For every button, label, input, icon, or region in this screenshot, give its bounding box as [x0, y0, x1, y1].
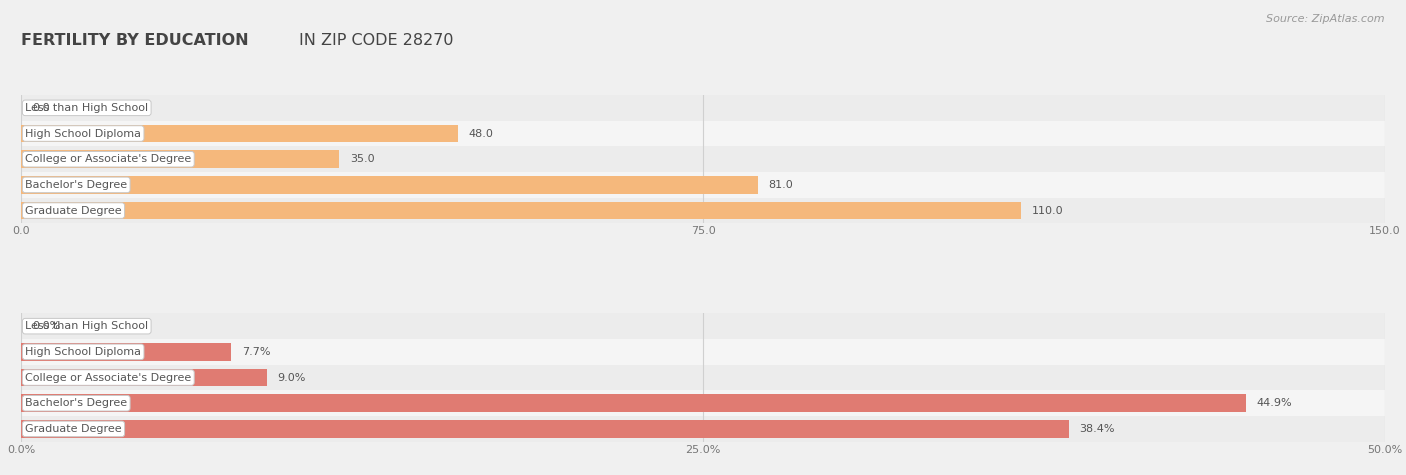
Text: Graduate Degree: Graduate Degree — [25, 206, 122, 216]
Text: Less than High School: Less than High School — [25, 321, 148, 331]
Text: 44.9%: 44.9% — [1257, 398, 1292, 408]
Bar — [21, 395, 1246, 412]
Text: 81.0: 81.0 — [769, 180, 793, 190]
Text: 110.0: 110.0 — [1032, 206, 1064, 216]
FancyBboxPatch shape — [21, 339, 1385, 365]
Text: High School Diploma: High School Diploma — [25, 129, 141, 139]
FancyBboxPatch shape — [21, 146, 1385, 172]
FancyBboxPatch shape — [21, 390, 1385, 416]
Text: 35.0: 35.0 — [350, 154, 375, 164]
Bar — [21, 125, 457, 142]
Bar — [21, 202, 1021, 219]
Bar — [21, 176, 758, 194]
FancyBboxPatch shape — [21, 314, 1385, 339]
Text: College or Associate's Degree: College or Associate's Degree — [25, 154, 191, 164]
Bar — [21, 151, 339, 168]
FancyBboxPatch shape — [21, 365, 1385, 390]
Text: Source: ZipAtlas.com: Source: ZipAtlas.com — [1267, 14, 1385, 24]
Text: Bachelor's Degree: Bachelor's Degree — [25, 180, 128, 190]
FancyBboxPatch shape — [21, 95, 1385, 121]
Bar — [21, 343, 231, 361]
Text: High School Diploma: High School Diploma — [25, 347, 141, 357]
Text: Less than High School: Less than High School — [25, 103, 148, 113]
Text: 38.4%: 38.4% — [1080, 424, 1115, 434]
FancyBboxPatch shape — [21, 121, 1385, 146]
Text: 7.7%: 7.7% — [242, 347, 270, 357]
Text: FERTILITY BY EDUCATION: FERTILITY BY EDUCATION — [21, 33, 254, 48]
Bar — [21, 369, 267, 386]
Text: 48.0: 48.0 — [468, 129, 494, 139]
Text: College or Associate's Degree: College or Associate's Degree — [25, 372, 191, 382]
Text: 0.0: 0.0 — [32, 103, 49, 113]
Bar — [21, 420, 1069, 437]
FancyBboxPatch shape — [21, 198, 1385, 223]
FancyBboxPatch shape — [21, 172, 1385, 198]
Text: Bachelor's Degree: Bachelor's Degree — [25, 398, 128, 408]
Text: 0.0%: 0.0% — [32, 321, 60, 331]
Text: IN ZIP CODE 28270: IN ZIP CODE 28270 — [299, 33, 454, 48]
FancyBboxPatch shape — [21, 416, 1385, 442]
Text: 9.0%: 9.0% — [277, 372, 307, 382]
Text: Graduate Degree: Graduate Degree — [25, 424, 122, 434]
